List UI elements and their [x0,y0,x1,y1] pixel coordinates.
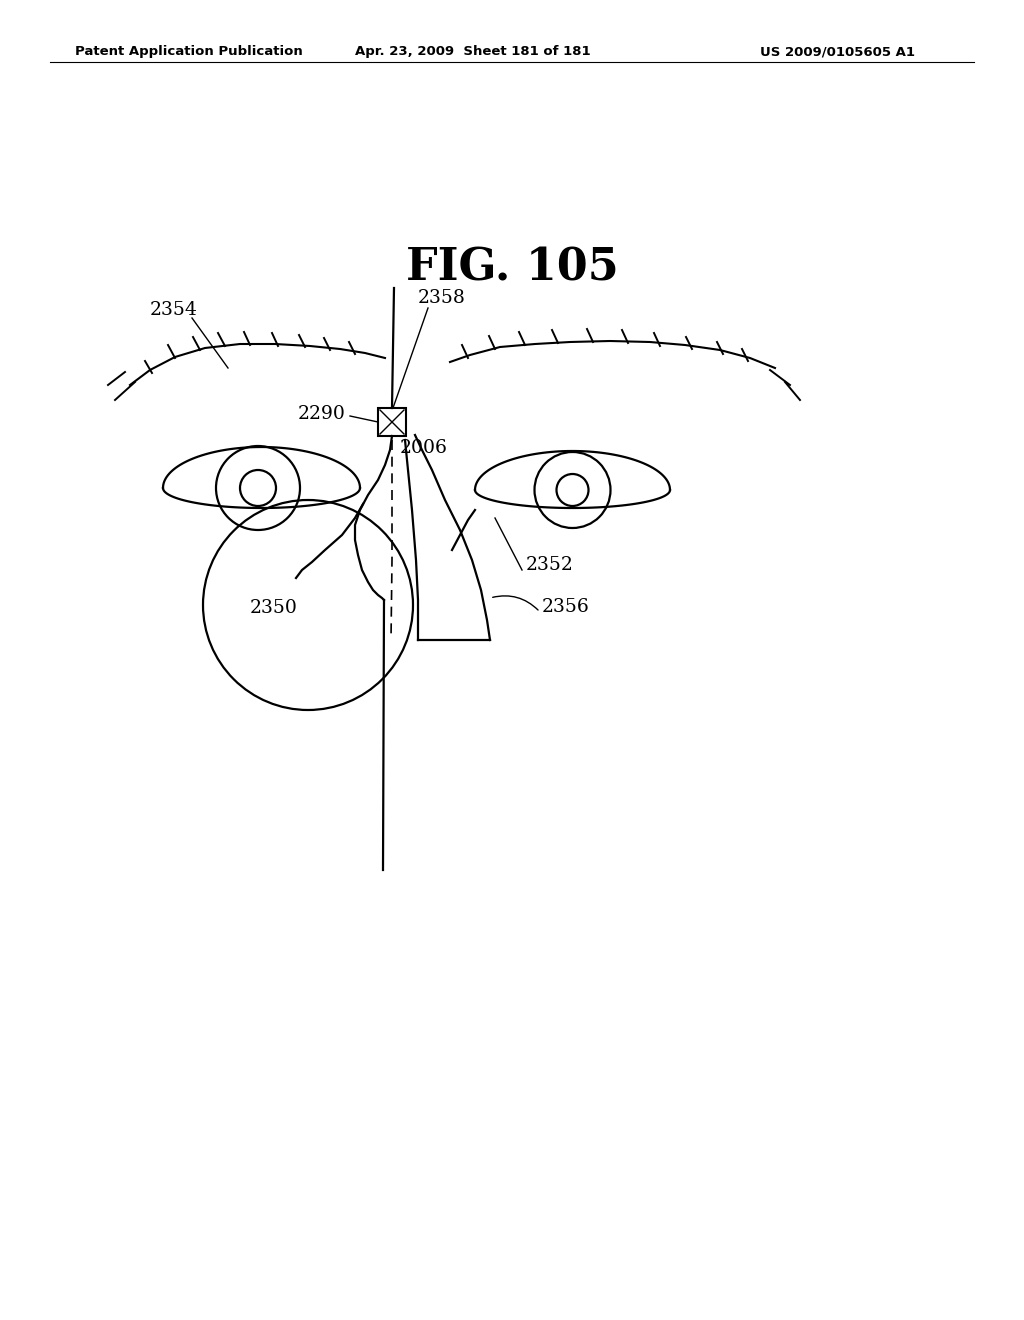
Text: 2006: 2006 [400,440,447,457]
Text: 2290: 2290 [298,405,346,422]
Text: 2354: 2354 [150,301,198,319]
Text: 2358: 2358 [418,289,466,308]
Text: FIG. 105: FIG. 105 [406,247,618,289]
Text: Apr. 23, 2009  Sheet 181 of 181: Apr. 23, 2009 Sheet 181 of 181 [355,45,591,58]
Text: 2350: 2350 [250,599,298,616]
Text: US 2009/0105605 A1: US 2009/0105605 A1 [760,45,915,58]
Text: 2356: 2356 [542,598,590,616]
Bar [378,408,406,436]
Text: 2352: 2352 [526,556,573,574]
Text: Patent Application Publication: Patent Application Publication [75,45,303,58]
